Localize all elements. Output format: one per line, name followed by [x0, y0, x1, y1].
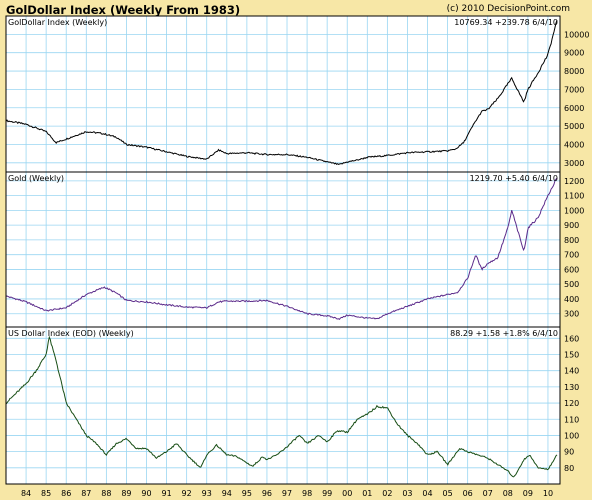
y-tick-label: 110 — [564, 415, 579, 424]
copyright-credit: (c) 2010 DecisionPoint.com — [446, 4, 570, 14]
y-tick-label: 1000 — [564, 206, 584, 215]
x-tick-label: 10 — [543, 489, 553, 498]
y-tick-label: 500 — [564, 280, 579, 289]
panel-2-readout: 1219.70 +5.40 6/4/10 — [470, 174, 558, 183]
panel-3-border — [5, 326, 561, 485]
y-tick-label: 6000 — [564, 104, 584, 113]
y-tick-label: 160 — [564, 334, 579, 343]
x-tick-label: 91 — [161, 489, 171, 498]
panel-3-background — [6, 327, 560, 484]
x-tick-label: 01 — [362, 489, 372, 498]
x-tick-label: 97 — [282, 489, 292, 498]
chart-title: GolDollar Index (Weekly From 1983) — [6, 3, 241, 17]
series-line-panel-2 — [5, 177, 558, 320]
y-tick-label: 1200 — [564, 177, 584, 186]
x-tick-label: 89 — [121, 489, 131, 498]
x-tick-label: 93 — [202, 489, 212, 498]
y-tick-label: 1100 — [564, 192, 584, 201]
y-tick-label: 140 — [564, 367, 579, 376]
x-tick-label: 02 — [382, 489, 392, 498]
y-tick-label: 700 — [564, 251, 579, 260]
panel-3-readout: 88.29 +1.58 +1.8% 6/4/10 — [450, 329, 558, 338]
y-tick-label: 150 — [564, 351, 579, 360]
series-line-panel-3 — [5, 335, 558, 478]
panel-1-label: GolDollar Index (Weekly) — [8, 18, 107, 27]
y-tick-label: 80 — [564, 464, 574, 473]
y-tick-label: 100 — [564, 431, 579, 440]
panel-3-label: US Dollar Index (EOD) (Weekly) — [8, 329, 134, 338]
y-tick-label: 4000 — [564, 140, 584, 149]
x-tick-label: 00 — [342, 489, 352, 498]
y-tick-label: 90 — [564, 448, 574, 457]
x-tick-label: 06 — [463, 489, 473, 498]
x-tick-label: 84 — [21, 489, 31, 498]
x-tick-label: 88 — [101, 489, 111, 498]
y-tick-label: 400 — [564, 295, 579, 304]
panel-1-readout: 10769.34 +239.78 6/4/10 — [454, 18, 558, 27]
y-tick-label: 10000 — [564, 30, 589, 39]
y-tick-label: 3000 — [564, 159, 584, 168]
y-tick-label: 7000 — [564, 85, 584, 94]
x-tick-label: 09 — [523, 489, 533, 498]
x-tick-label: 95 — [242, 489, 252, 498]
y-tick-label: 8000 — [564, 67, 584, 76]
x-tick-label: 03 — [402, 489, 412, 498]
x-tick-label: 99 — [322, 489, 332, 498]
y-tick-label: 800 — [564, 236, 579, 245]
x-tick-label: 85 — [41, 489, 51, 498]
x-tick-label: 98 — [302, 489, 312, 498]
x-tick-label: 07 — [483, 489, 493, 498]
y-tick-label: 120 — [564, 399, 579, 408]
y-tick-label: 5000 — [564, 122, 584, 131]
panel-1-background — [6, 16, 560, 172]
x-tick-label: 08 — [503, 489, 513, 498]
y-tick-label: 130 — [564, 383, 579, 392]
x-tick-label: 05 — [443, 489, 453, 498]
x-tick-label: 04 — [422, 489, 432, 498]
y-tick-label: 9000 — [564, 49, 584, 58]
x-tick-label: 86 — [61, 489, 71, 498]
x-tick-label: 96 — [262, 489, 272, 498]
series-line-panel-1 — [5, 20, 558, 165]
panel-2-label: Gold (Weekly) — [8, 174, 64, 183]
y-tick-label: 600 — [564, 265, 579, 274]
x-tick-label: 92 — [182, 489, 192, 498]
x-tick-label: 90 — [141, 489, 151, 498]
x-tick-label: 87 — [81, 489, 91, 498]
x-tick-label: 94 — [222, 489, 232, 498]
y-tick-label: 900 — [564, 221, 579, 230]
y-tick-label: 300 — [564, 310, 579, 319]
